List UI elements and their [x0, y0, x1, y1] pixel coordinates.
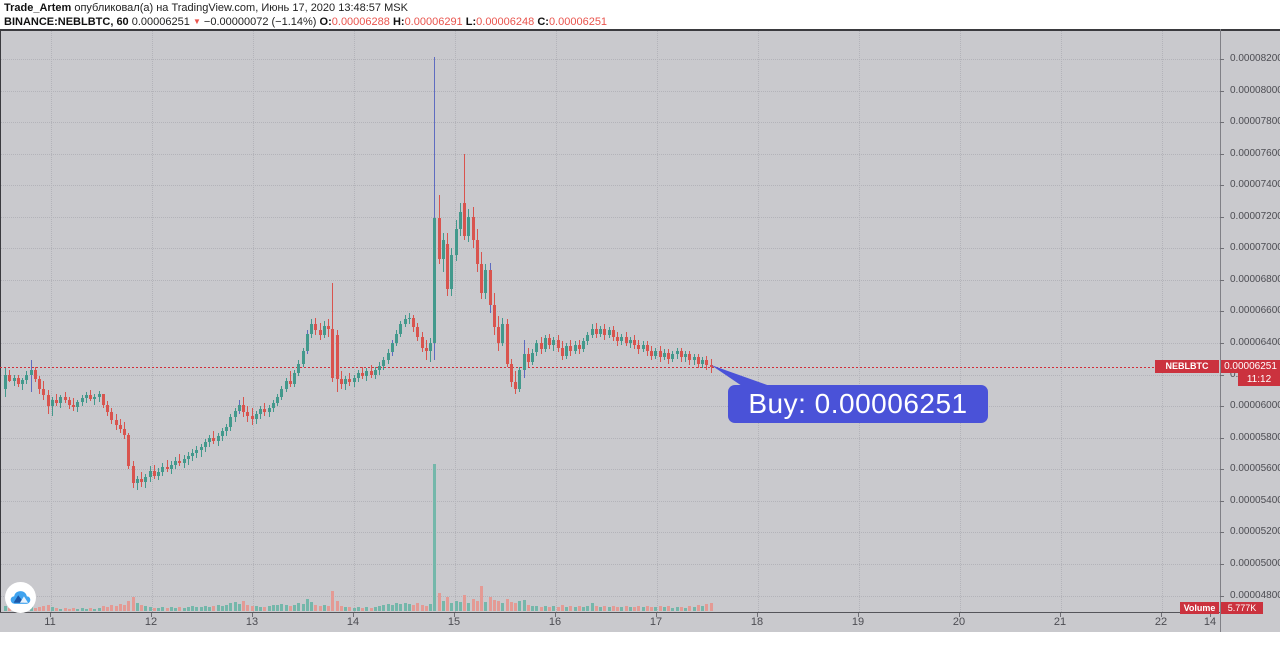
- high-value: 0.00006291: [404, 16, 463, 28]
- buy-callout-tail: [711, 365, 770, 386]
- last-price: 0.00006251: [131, 16, 190, 28]
- publish-text: опубликовал(а) на TradingView.com, Июнь …: [71, 2, 408, 14]
- time-axis[interactable]: [0, 612, 1220, 632]
- volume-value-badge: 5.777K: [1221, 602, 1263, 614]
- axis-separator: [1220, 29, 1221, 632]
- chart-plot-area[interactable]: [0, 29, 1220, 612]
- low-value: 0.00006248: [476, 16, 535, 28]
- buy-price-callout[interactable]: Buy: 0.00006251: [728, 385, 988, 423]
- open-value: 0.00006288: [331, 16, 390, 28]
- author-name: Trade_Artem: [4, 2, 72, 14]
- series-symbol-badge: NEBLBTC: [1155, 360, 1219, 373]
- tradingview-cloud-icon: [10, 591, 31, 604]
- symbol-info-line: BINANCE:NEBLBTC, 60 0.00006251 ▼ −0.0000…: [4, 15, 607, 29]
- open-label: O:: [319, 16, 332, 28]
- last-price-axis-badge: 0.00006251: [1221, 360, 1280, 373]
- symbol-interval[interactable]: BINANCE:NEBLBTC, 60: [4, 16, 129, 28]
- high-label: H:: [392, 16, 405, 28]
- snapshot-footer: TradingView: [0, 632, 1280, 658]
- bar-countdown-badge: 11:12: [1238, 373, 1280, 386]
- down-arrow-icon: ▼: [192, 17, 201, 26]
- price-change: −0.00000072 (−1.14%): [203, 16, 317, 28]
- volume-indicator-badge: Volume: [1180, 602, 1219, 614]
- close-value: 0.00006251: [548, 16, 608, 28]
- low-label: L:: [465, 16, 477, 28]
- price-axis[interactable]: [1220, 29, 1280, 632]
- publish-info-line: Trade_Artem опубликовал(а) на TradingVie…: [4, 2, 408, 15]
- tradingview-watermark-button[interactable]: [5, 582, 36, 613]
- close-label: C:: [537, 16, 549, 28]
